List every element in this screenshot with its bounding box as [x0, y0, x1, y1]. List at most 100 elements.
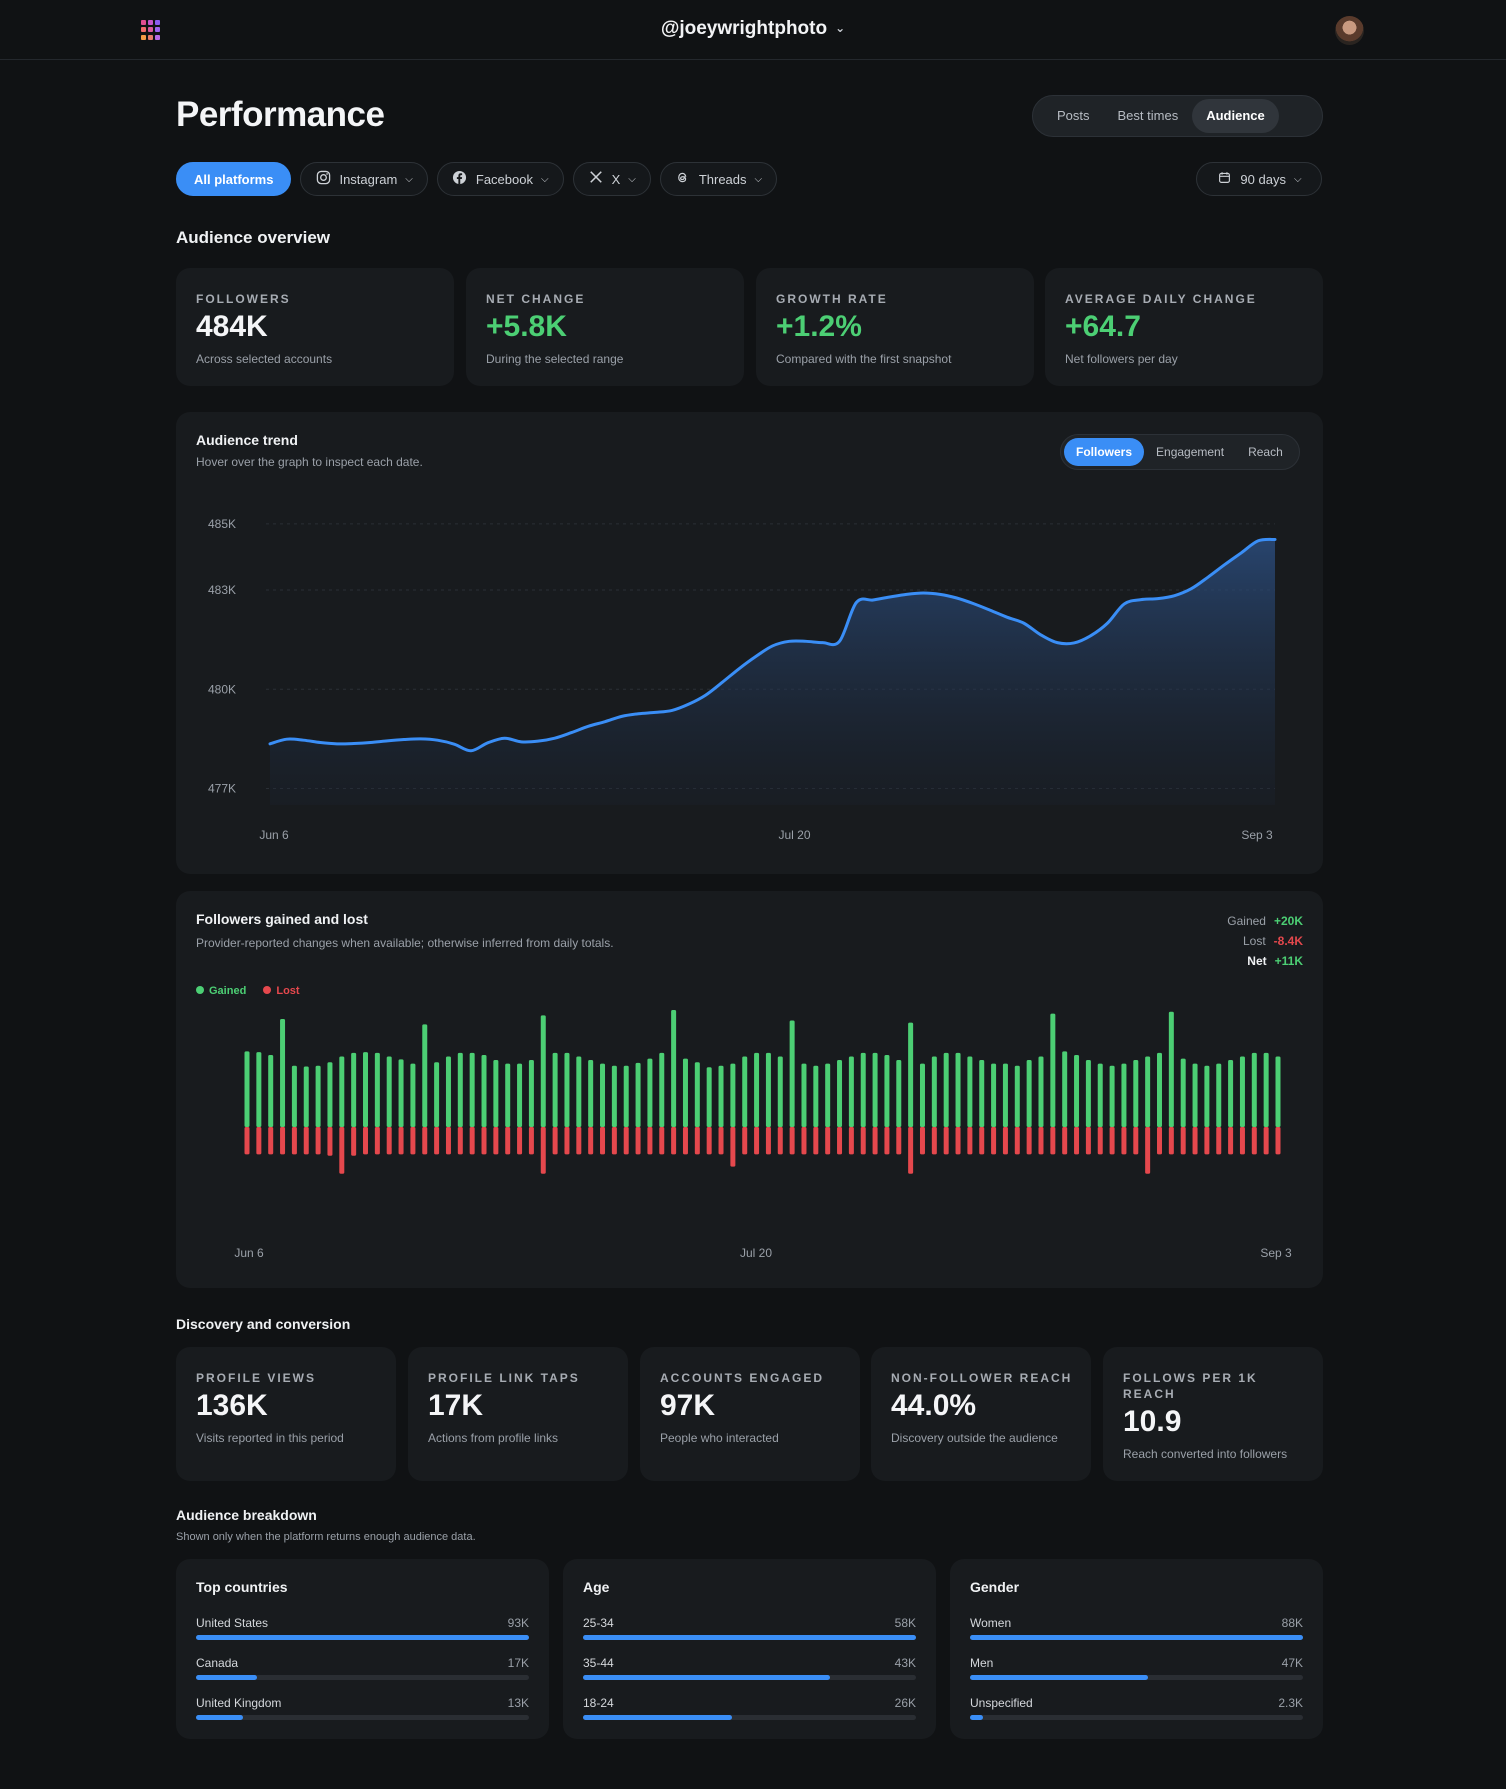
bar-gained	[694, 1062, 700, 1127]
stat-sub: During the selected range	[486, 352, 624, 366]
bar-gained	[955, 1052, 961, 1127]
bar-gained	[528, 1060, 534, 1127]
breakdown-row: Canada 17K	[196, 1656, 529, 1686]
x-tick-label: Jun 6	[259, 828, 289, 842]
bar-lost	[1263, 1127, 1269, 1155]
breakdown-row: 18-24 26K	[583, 1696, 916, 1726]
stat-label: PROFILE VIEWS	[196, 1371, 317, 1385]
bar-gained	[848, 1056, 854, 1127]
tab-posts[interactable]: Posts	[1057, 108, 1090, 123]
bar-lost	[315, 1127, 321, 1155]
bar-lost	[682, 1127, 688, 1155]
bar-gained	[469, 1052, 475, 1127]
bar-lost	[872, 1127, 878, 1155]
stat-value: 136K	[196, 1389, 268, 1422]
bar-lost	[1156, 1127, 1162, 1155]
tab-audience[interactable]: Audience	[1192, 99, 1279, 133]
stat-card-non-follower-reach: NON-FOLLOWER REACH 44.0% Discovery outsi…	[871, 1347, 1091, 1481]
filter-x[interactable]: X ⌵	[572, 162, 651, 196]
bar-lost	[1050, 1127, 1056, 1155]
bar-gained	[611, 1065, 617, 1127]
chevron-down-icon: ⌄	[835, 21, 846, 35]
bar-gained	[339, 1056, 345, 1127]
audience-trend-chart[interactable]: 477K 480K 483K 485K Jun 6 Jul 20 Sep 3	[176, 412, 1323, 874]
row-name: 25-34	[583, 1616, 614, 1630]
bar-gained	[1216, 1063, 1222, 1127]
bar-gained	[825, 1063, 831, 1127]
filter-all-platforms[interactable]: All platforms	[176, 162, 292, 196]
bar-gained	[813, 1065, 819, 1127]
date-range-select[interactable]: 90 days ⌵	[1196, 162, 1322, 196]
bar-lost	[244, 1127, 250, 1155]
bar-lost	[671, 1127, 677, 1155]
bar-lost	[694, 1127, 700, 1155]
bar-gained	[979, 1060, 985, 1127]
bar-gained	[552, 1052, 558, 1127]
trend-area	[270, 539, 1275, 805]
bar-gained	[1097, 1063, 1103, 1127]
filter-facebook[interactable]: Facebook ⌵	[436, 162, 564, 196]
stat-card-follows-per-1k-reach: FOLLOWS PER 1K REACH 10.9 Reach converte…	[1103, 1347, 1323, 1481]
bar-lost	[943, 1127, 949, 1155]
user-avatar[interactable]	[1335, 16, 1364, 45]
filter-instagram[interactable]: Instagram ⌵	[300, 162, 428, 196]
row-value: 93K	[507, 1616, 529, 1630]
app-grid-icon[interactable]	[141, 20, 161, 40]
gained-lost-summary: Gained +20K Lost -8.4K Net +11K	[1227, 911, 1303, 971]
bar-lost	[955, 1127, 961, 1155]
bar-gained	[765, 1052, 771, 1127]
tab-followers[interactable]: Followers	[1064, 438, 1145, 466]
breakdown-row: United Kingdom 13K	[196, 1696, 529, 1726]
bar-lost	[647, 1127, 653, 1155]
tab-best-times[interactable]: Best times	[1117, 108, 1179, 123]
breakdown-card-countries: Top countries United States 93K Canada 17K…	[176, 1559, 549, 1739]
bar-lost	[1204, 1127, 1210, 1155]
bar-lost	[268, 1127, 274, 1155]
bar-gained	[291, 1065, 297, 1127]
calendar-icon	[1216, 171, 1232, 188]
bar-gained	[1038, 1056, 1044, 1127]
gained-lost-chart[interactable]: Jun 6 Jul 20 Sep 3	[176, 891, 1323, 1288]
bar-lost	[517, 1127, 523, 1155]
bar-lost	[1074, 1127, 1080, 1155]
bar-gained	[1168, 1011, 1174, 1127]
bar-gained	[860, 1052, 866, 1127]
bar-lost	[635, 1127, 641, 1155]
bar-lost	[789, 1127, 795, 1155]
trend-subtitle: Hover over the graph to inspect each dat…	[196, 455, 423, 469]
bar-lost	[801, 1127, 807, 1155]
stat-sub: Compared with the first snapshot	[776, 352, 952, 366]
bar-gained	[1074, 1055, 1080, 1127]
bar-gained	[564, 1052, 570, 1127]
legend-lost: Lost	[263, 985, 300, 997]
stat-sub: People who interacted	[660, 1431, 779, 1445]
bar-gained	[1251, 1052, 1257, 1127]
bar-fill	[196, 1675, 257, 1680]
legend-gained: Gained	[196, 985, 246, 997]
bar-gained	[1156, 1052, 1162, 1127]
row-value: 26K	[894, 1696, 916, 1710]
row-value: 13K	[507, 1696, 529, 1710]
tab-engagement[interactable]: Engagement	[1156, 445, 1225, 459]
stat-value: +5.8K	[486, 310, 567, 343]
chevron-down-icon: ⌵	[754, 173, 763, 185]
stat-value: +64.7	[1065, 310, 1141, 343]
bar-lost	[718, 1127, 724, 1155]
bar-fill	[196, 1635, 529, 1640]
summary-net: Net +11K	[1227, 951, 1303, 971]
account-switcher[interactable]: @joeywrightphoto ⌄	[0, 18, 1506, 40]
bar-lost	[659, 1127, 665, 1155]
bar-gained	[493, 1060, 499, 1127]
bar-lost	[1133, 1127, 1139, 1155]
bar-lost	[1145, 1127, 1151, 1174]
bar-lost	[1062, 1127, 1068, 1155]
bar-track	[196, 1635, 529, 1640]
tab-reach[interactable]: Reach	[1248, 445, 1283, 459]
bar-lost	[825, 1127, 831, 1155]
bar-lost	[386, 1127, 392, 1155]
stat-label: ACCOUNTS ENGAGED	[660, 1371, 825, 1385]
bar-gained	[1239, 1056, 1245, 1127]
bar-gained	[682, 1058, 688, 1127]
filter-threads[interactable]: Threads ⌵	[659, 162, 778, 196]
bar-track	[970, 1675, 1303, 1680]
